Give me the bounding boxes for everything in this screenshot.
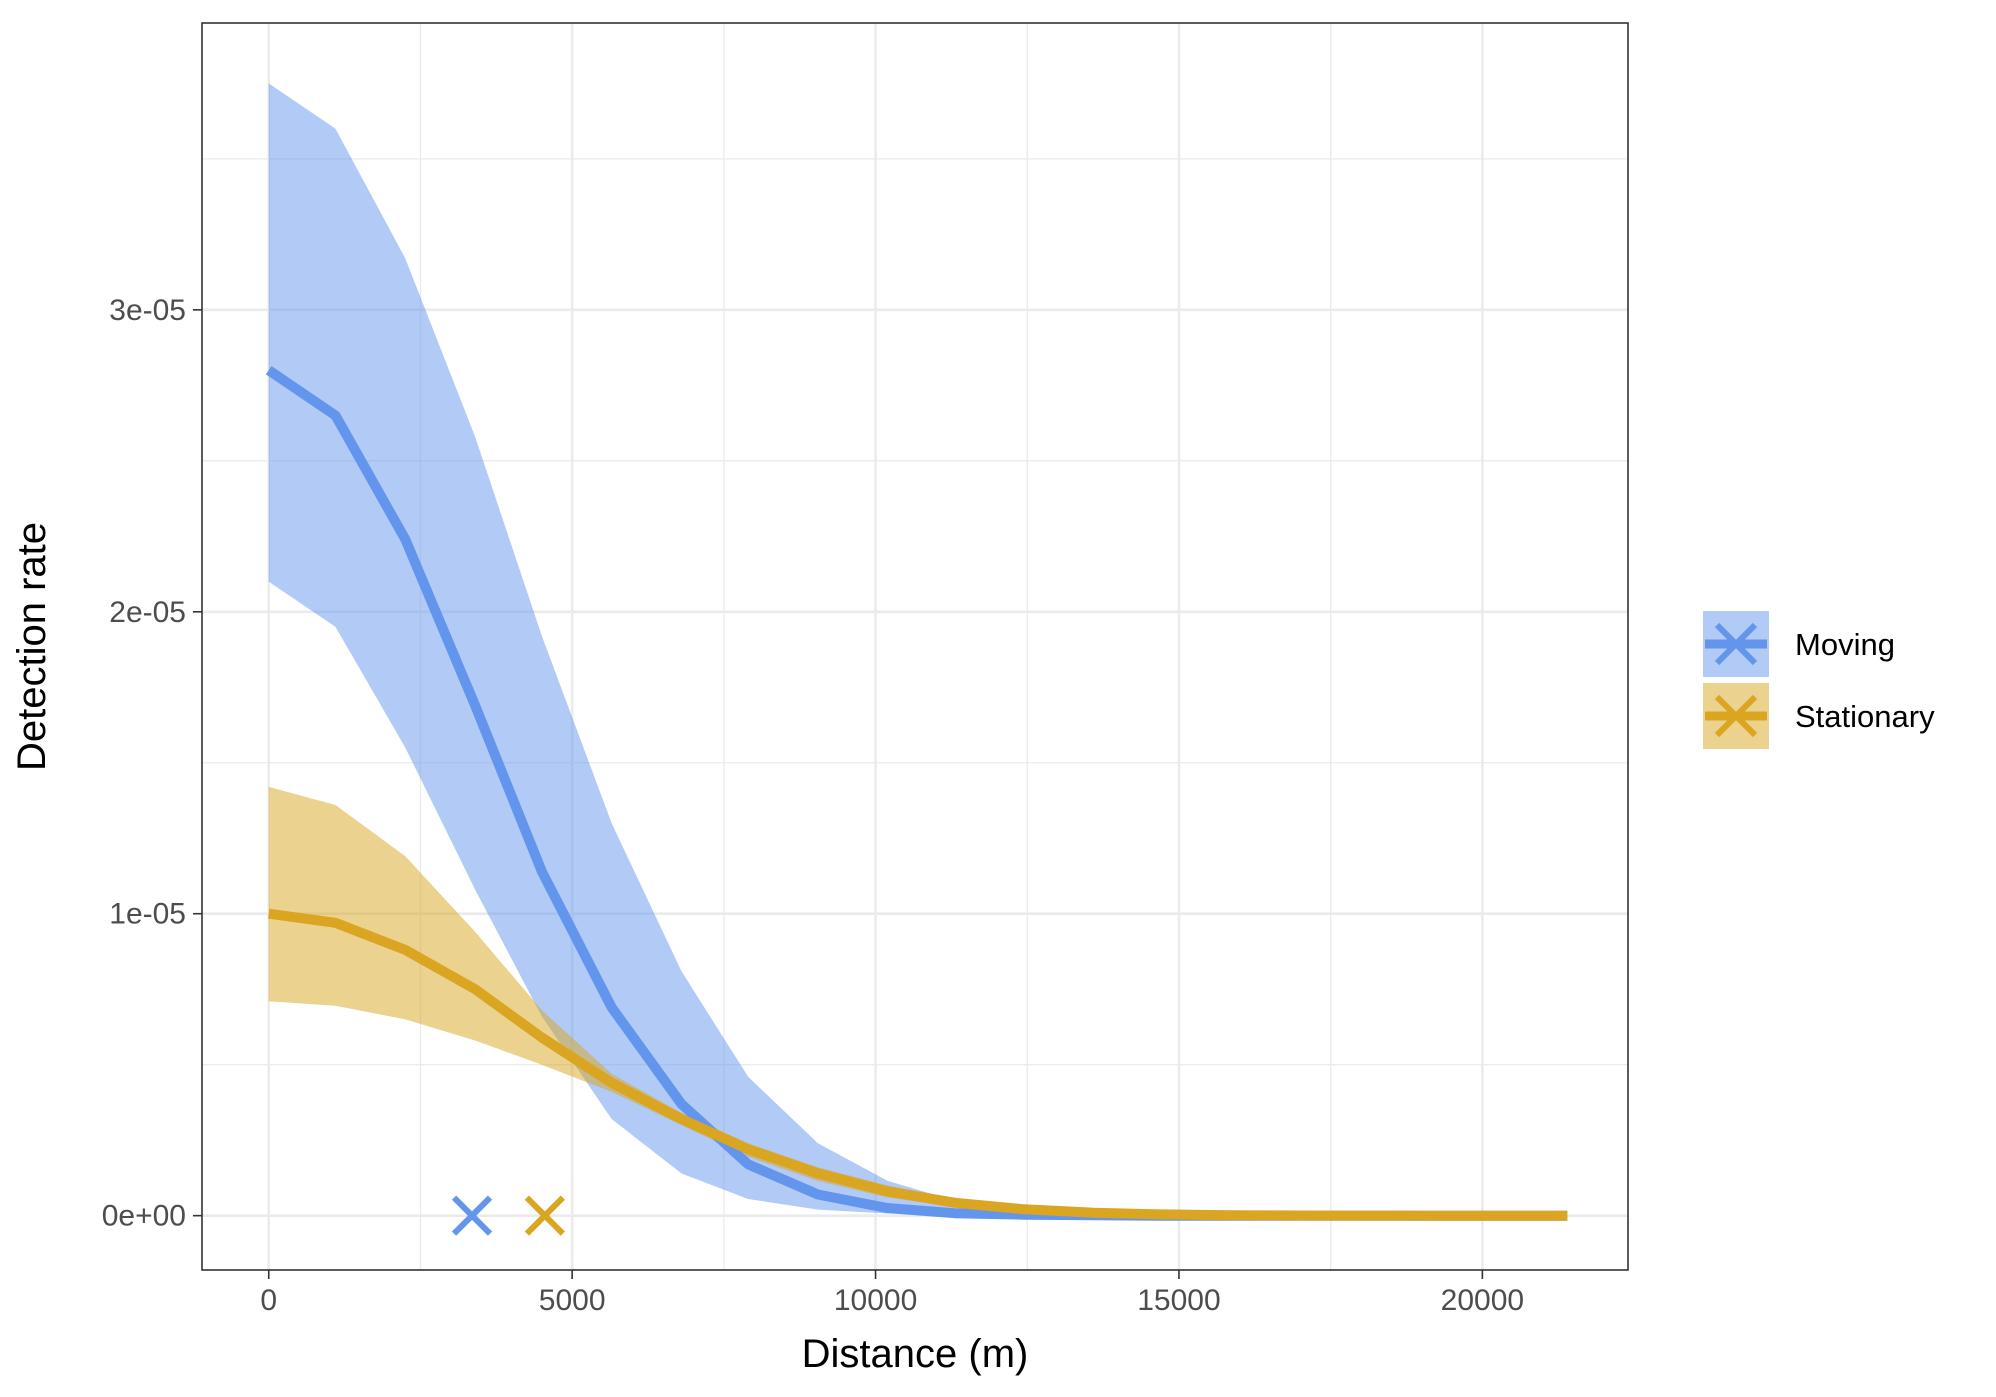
marker-stroke [451, 1195, 493, 1236]
marker-stationary [524, 1195, 565, 1236]
x-tick-label: 15000 [1137, 1284, 1220, 1317]
y-tick-label: 2e-05 [109, 596, 186, 629]
legend-key-marker [1714, 622, 1758, 666]
axes: 0 5000 10000 15000 20000 0e+00 1e-05 2e-05 3e-05 [102, 294, 1524, 1317]
series-line-stationary [268, 908, 1568, 1221]
confidence-ribbon-moving [268, 83, 1568, 1216]
legend-item-stationary: Stationary [1703, 683, 1935, 749]
y-tick-label: 3e-05 [109, 294, 186, 327]
marker-stroke [524, 1195, 565, 1236]
series-markers [451, 1195, 565, 1236]
series-lines [265, 366, 1568, 1221]
confidence-ribbons [268, 83, 1568, 1216]
x-tick-label: 10000 [834, 1284, 917, 1317]
legend: Moving Stationary [1703, 611, 1935, 749]
x-tick-label: 0 [260, 1284, 277, 1317]
y-tick-label: 0e+00 [102, 1200, 186, 1233]
confidence-ribbon-stationary [268, 786, 1568, 1216]
plot-panel-border [201, 22, 1629, 1271]
legend-item-moving: Moving [1703, 611, 1895, 677]
x-tick-label: 20000 [1441, 1284, 1524, 1317]
y-axis-title: Detection rate [10, 522, 54, 771]
legend-label: Moving [1795, 627, 1895, 662]
x-tick-label: 5000 [539, 1284, 606, 1317]
legend-label: Stationary [1795, 699, 1935, 734]
marker-moving [451, 1195, 493, 1236]
x-axis-title: Distance (m) [802, 1332, 1029, 1376]
legend-key-marker [1714, 694, 1758, 738]
y-tick-label: 1e-05 [109, 898, 186, 931]
